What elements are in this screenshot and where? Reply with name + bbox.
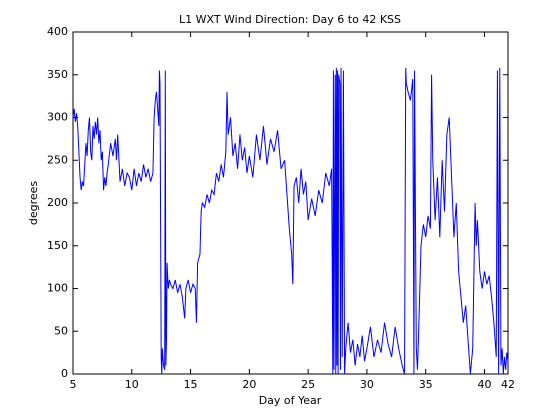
chart-title: L1 WXT Wind Direction: Day 6 to 42 KSS: [179, 13, 401, 26]
y-tick-label: 150: [47, 239, 68, 252]
x-tick-label: 35: [419, 378, 433, 391]
data-line: [72, 67, 509, 375]
y-tick-label: 100: [47, 282, 68, 295]
x-tick-label: 30: [360, 378, 374, 391]
y-tick-label: 50: [54, 324, 68, 337]
y-tick-label: 0: [61, 367, 68, 380]
x-tick-label: 40: [477, 378, 491, 391]
x-tick-label: 5: [70, 378, 77, 391]
y-axis-label: degrees: [27, 181, 40, 226]
y-tick-label: 300: [47, 111, 68, 124]
x-tick-label: 25: [301, 378, 315, 391]
y-tick-label: 350: [47, 68, 68, 81]
x-tick-label: 20: [242, 378, 256, 391]
y-tick-label: 250: [47, 153, 68, 166]
y-tick-label: 400: [47, 25, 68, 38]
y-tick-label: 200: [47, 196, 68, 209]
x-tick-label: 15: [184, 378, 198, 391]
x-tick-label: 42: [501, 378, 515, 391]
plot-area: [72, 31, 509, 375]
x-tick-label: 10: [125, 378, 139, 391]
x-axis-label: Day of Year: [259, 394, 322, 407]
